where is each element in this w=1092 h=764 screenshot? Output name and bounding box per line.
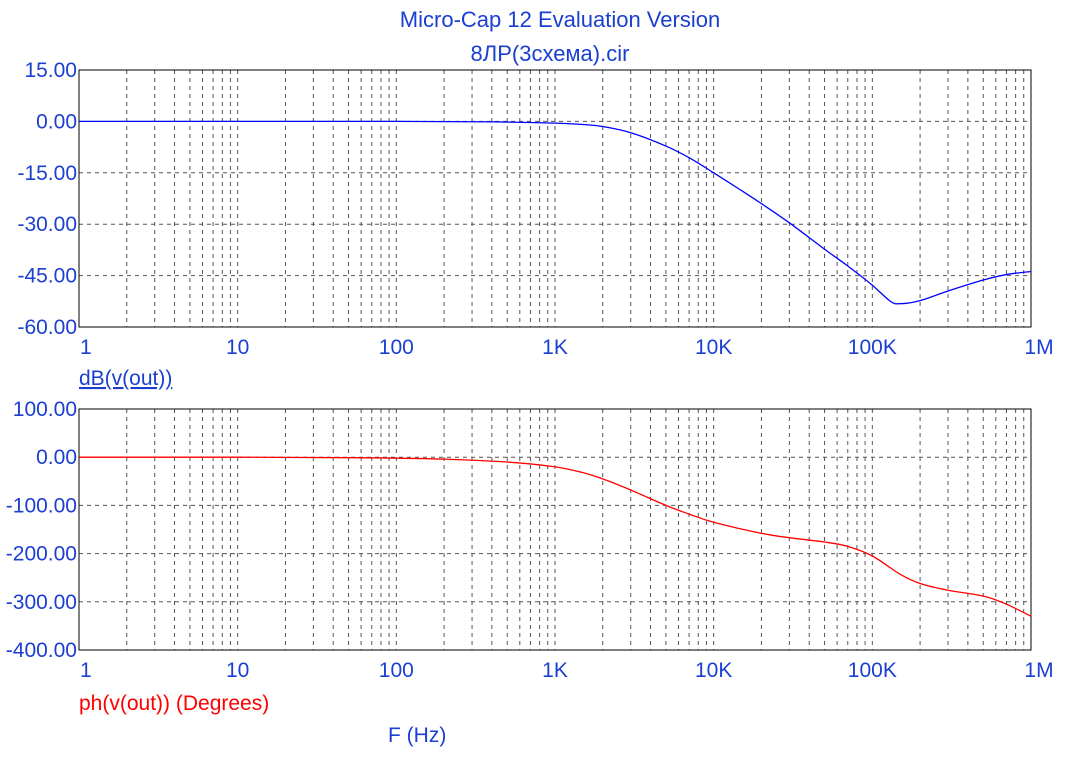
y-tick-label: 0.00 — [36, 110, 77, 133]
y-tick-label: -200.00 — [6, 543, 77, 566]
magnitude-plot: 15.00 0.00 -15.00 -30.00 -45.00 -60.001 10 100 1… — [17, 59, 1053, 359]
x-tick-label: 10K — [695, 336, 732, 359]
y-tick-label: -100.00 — [6, 494, 77, 517]
y-tick-label: -60.00 — [17, 316, 77, 339]
phase-ylabel: ph(v(out)) (Degrees) — [79, 692, 269, 715]
x-tick-label: 1 — [80, 336, 92, 359]
y-tick-label: 15.00 — [24, 59, 77, 82]
x-tick-label: 1M — [1024, 659, 1053, 682]
x-tick-label: 100 — [379, 659, 414, 682]
x-tick-label: 100K — [848, 336, 897, 359]
x-axis-label: F (Hz) — [388, 724, 446, 747]
y-tick-label: 0.00 — [36, 446, 77, 469]
chart-title: Micro-Cap 12 Evaluation Version — [400, 7, 720, 32]
magnitude-ylabel: dB(v(out)) — [79, 367, 172, 390]
y-tick-label: -400.00 — [6, 639, 77, 662]
series-line — [78, 120, 1032, 305]
phase-plot: 100.00 0.00 -100.00 -200.00 -300.00 -400.001 1… — [6, 398, 1054, 682]
x-tick-label: 10K — [695, 659, 732, 682]
x-tick-label: 10 — [226, 336, 249, 359]
series-line — [78, 456, 1032, 617]
plot-frame — [78, 69, 1032, 328]
y-tick-label: -300.00 — [6, 591, 77, 614]
x-tick-label: 1K — [542, 659, 568, 682]
x-tick-label: 100K — [848, 659, 897, 682]
y-tick-label: -30.00 — [17, 213, 77, 236]
y-tick-label: -45.00 — [17, 265, 77, 288]
x-tick-label: 1M — [1024, 336, 1053, 359]
x-tick-label: 100 — [379, 336, 414, 359]
x-tick-label: 10 — [226, 659, 249, 682]
y-tick-label: 100.00 — [13, 398, 77, 421]
plot-frame — [78, 408, 1032, 651]
x-tick-label: 1 — [80, 659, 92, 682]
x-tick-label: 1K — [542, 336, 568, 359]
chart-subtitle: 8ЛР(3схема).cir — [471, 41, 630, 66]
y-tick-label: -15.00 — [17, 162, 77, 185]
